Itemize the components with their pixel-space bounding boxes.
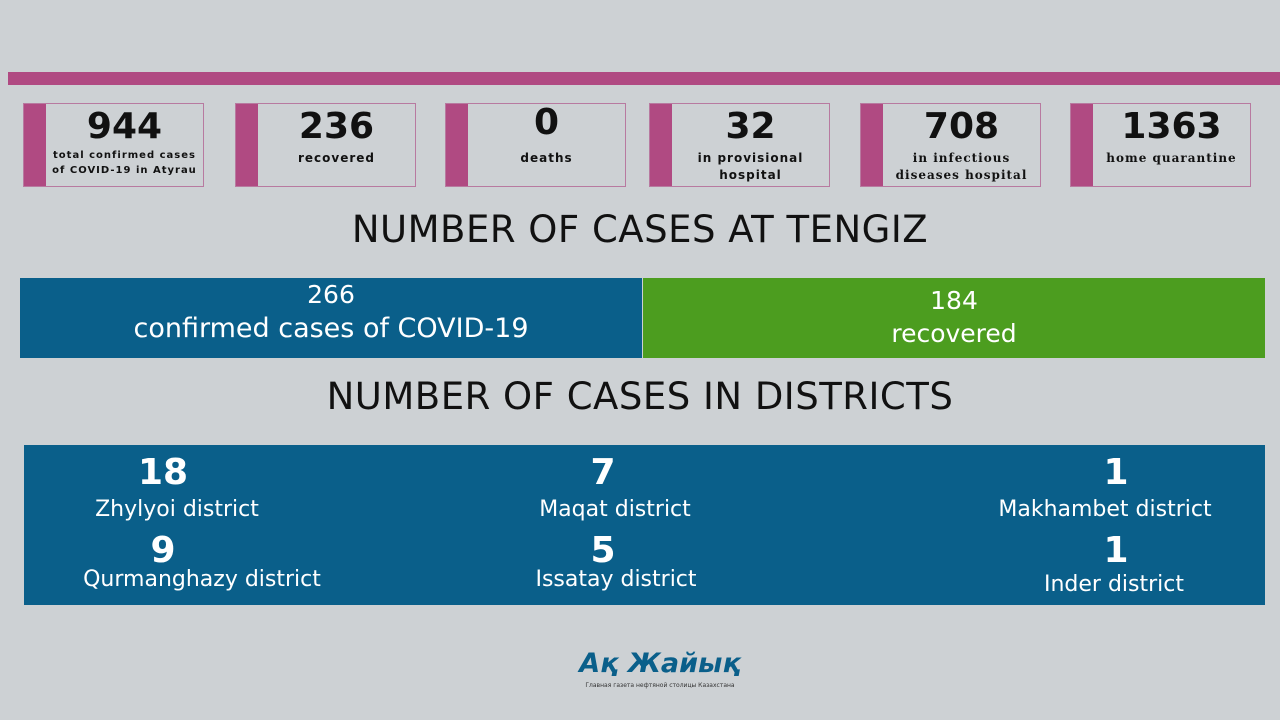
district-number: 1 [1103,452,1129,493]
card-label: home quarantine [1106,151,1237,165]
tengiz-number: 184 [930,286,978,315]
stat-card: 944 total confirmed cases of COVID-19 in … [23,103,204,187]
card-stripe [236,104,258,186]
logo: Ақ Жайық [579,648,741,679]
tengiz-recovered: 184 recovered [643,278,1265,358]
card-label: in provisional hospital [697,151,804,182]
section-title: NUMBER OF CASES AT TENGIZ [351,208,929,251]
card-label: recovered [297,151,376,165]
card-number: 944 [86,106,163,147]
districts-box [24,445,1265,605]
stat-card: 1363 home quarantine [1070,103,1251,187]
stat-card: 0 deaths [445,102,626,187]
district-label: Zhylyoi district [95,497,259,522]
card-number: 32 [725,106,776,147]
tengiz-label: recovered [891,319,1017,348]
district-label: Makhambet district [998,497,1212,522]
district-number: 1 [1103,530,1129,571]
district-label: Inder district [1043,572,1184,597]
district-label: Maqat district [539,497,691,522]
card-label: in infectious diseases hospital [895,151,1028,182]
card-number: 0 [533,102,560,143]
card-label: total confirmed cases of COVID-19 in Aty… [52,150,197,176]
card-stripe [446,104,468,186]
district-number: 9 [150,530,176,571]
tagline: Главная газета нефтяной столицы Казахста… [585,682,735,689]
stat-card: 32 in provisional hospital [649,103,830,187]
district-label: Qurmanghazy district [83,567,321,592]
district-number: 18 [137,452,189,493]
card-stripe [650,104,672,186]
tengiz-number: 266 [307,280,355,309]
card-stripe [24,104,46,186]
card-number: 236 [298,106,375,147]
district-number: 5 [590,530,616,571]
tengiz-confirmed: 266 confirmed cases of COVID-19 [20,278,642,358]
stat-card: 236 recovered [235,103,416,187]
card-label: deaths [520,151,573,165]
stat-card: 708 in infectious diseases hospital [860,103,1041,187]
card-stripe [1071,104,1093,186]
card-number: 708 [923,106,1000,147]
card-stripe [861,104,883,186]
top-bar [8,72,1280,85]
district-label: Issatay district [535,567,697,592]
district-number: 7 [590,452,616,493]
card-number: 1363 [1121,106,1222,147]
tengiz-label: confirmed cases of COVID-19 [133,313,529,344]
section-title: NUMBER OF CASES IN DISTRICTS [326,375,954,418]
